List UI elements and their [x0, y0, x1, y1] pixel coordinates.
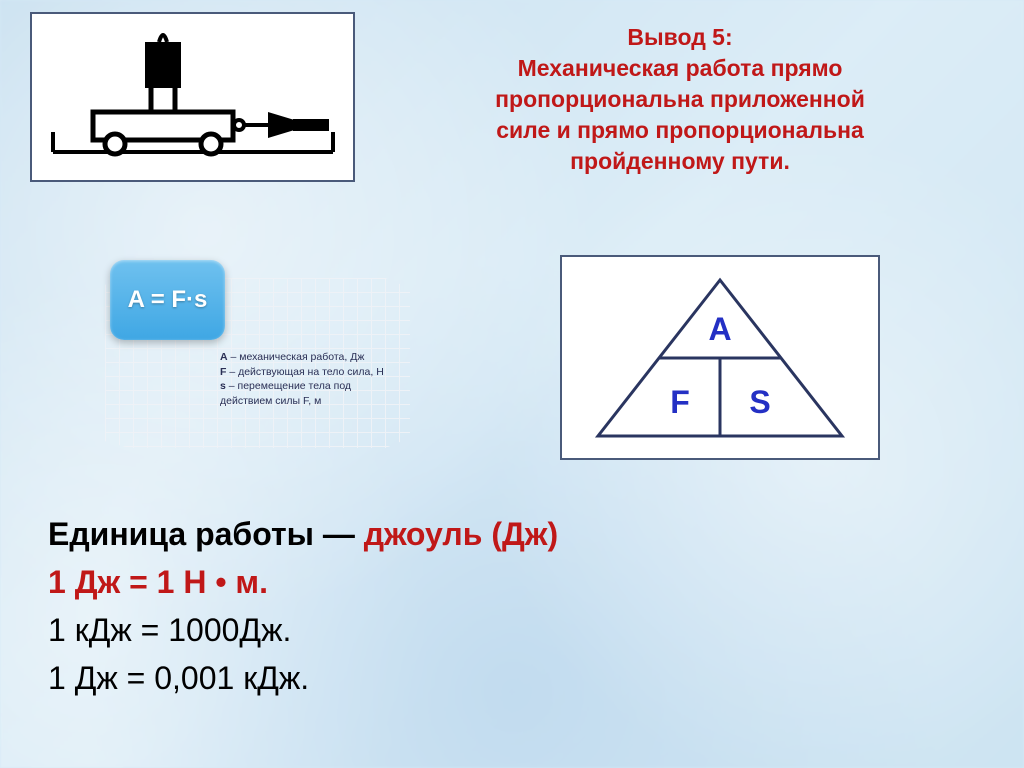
conclusion-text: Вывод 5: Механическая работа прямо пропо…	[400, 22, 960, 177]
units-line-4: 1 Дж = 0,001 кДж.	[48, 654, 558, 702]
formula-card: A = F·s A – механическая работа, Дж F – …	[100, 260, 420, 460]
legend-line: F – действующая на тело сила, Н	[220, 365, 415, 380]
triangle-diagram: A F S	[560, 255, 880, 460]
conclusion-line: Механическая работа прямо	[400, 53, 960, 84]
conclusion-line: Вывод 5:	[400, 22, 960, 53]
slide-content: Вывод 5: Механическая работа прямо пропо…	[0, 0, 1024, 768]
triangle-top: A	[708, 311, 731, 347]
units-text: Единица работы — джоуль (Дж) 1 Дж = 1 Н …	[48, 510, 558, 702]
conclusion-line: пропорциональна приложенной	[400, 84, 960, 115]
formula-expression: A = F·s	[128, 286, 208, 314]
legend-line: A – механическая работа, Дж	[220, 350, 415, 365]
triangle-svg: A F S	[580, 268, 860, 448]
triangle-bottom-right: S	[749, 384, 770, 420]
apparatus-diagram	[30, 12, 355, 182]
units-line-2: 1 Дж = 1 Н • м.	[48, 558, 558, 606]
legend-line: действием силы F, м	[220, 394, 415, 409]
conclusion-line: силе и прямо пропорциональна	[400, 115, 960, 146]
conclusion-line: пройденному пути.	[400, 146, 960, 177]
legend-line: s – перемещение тела под	[220, 379, 415, 394]
triangle-bottom-left: F	[670, 384, 690, 420]
apparatus-svg	[43, 22, 343, 172]
units-line-1: Единица работы — джоуль (Дж)	[48, 510, 558, 558]
formula-legend: A – механическая работа, Дж F – действую…	[220, 350, 415, 409]
units-line-3: 1 кДж = 1000Дж.	[48, 606, 558, 654]
formula-tile: A = F·s	[110, 260, 225, 340]
